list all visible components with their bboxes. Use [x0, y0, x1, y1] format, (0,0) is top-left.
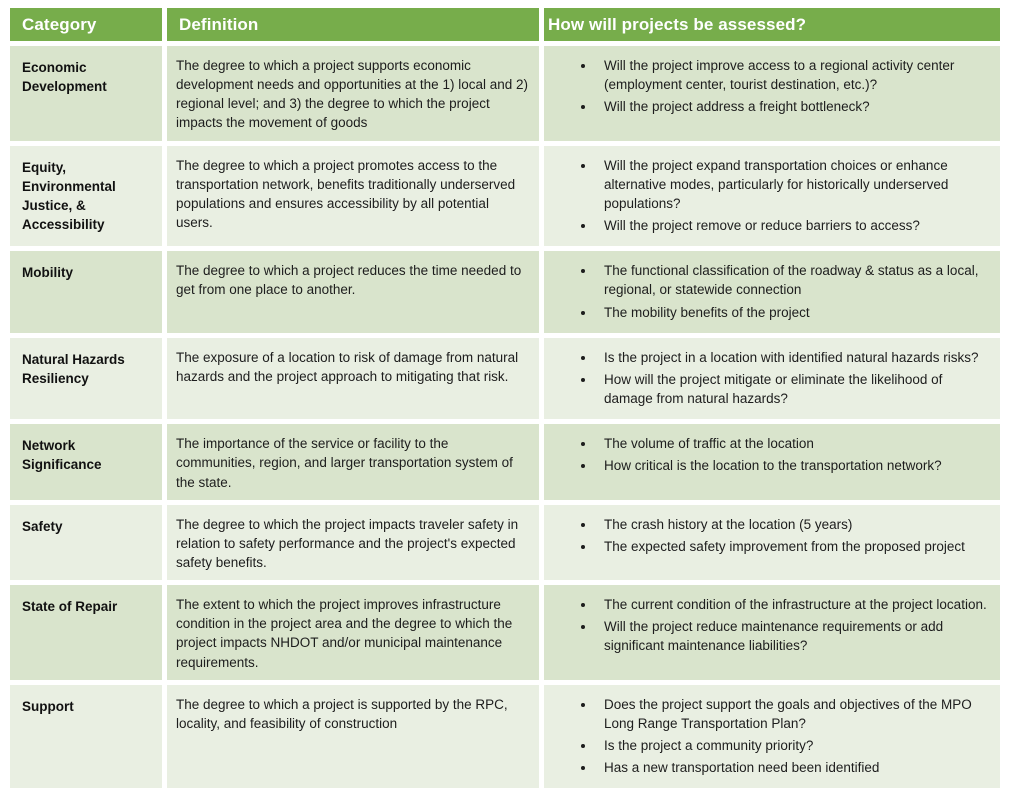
assessment-criteria-table: Category Definition How will projects be…	[10, 8, 1000, 788]
assessment-cell: The volume of traffic at the location Ho…	[544, 424, 1000, 500]
assessment-bullet-list: The crash history at the location (5 yea…	[544, 515, 988, 556]
category-cell: Natural Hazards Resiliency	[10, 337, 162, 420]
table-header-row: Category Definition How will projects be…	[10, 8, 1000, 41]
category-cell: Support	[10, 684, 162, 788]
assessment-bullet-list: The functional classification of the roa…	[544, 261, 988, 321]
assessment-cell: The crash history at the location (5 yea…	[544, 504, 1000, 581]
table-row: State of Repair The extent to which the …	[10, 585, 1000, 680]
assessment-bullet: Will the project remove or reduce barrie…	[596, 216, 988, 235]
assessment-bullet: The current condition of the infrastruct…	[596, 595, 988, 614]
definition-cell: The degree to which the project impacts …	[167, 504, 539, 581]
definition-cell: The degree to which a project reduces th…	[167, 251, 539, 333]
assessment-cell: Does the project support the goals and o…	[544, 684, 1000, 788]
definition-cell: The degree to which a project promotes a…	[167, 145, 539, 247]
header-assessment: How will projects be assessed?	[544, 8, 1000, 41]
assessment-bullet: The mobility benefits of the project	[596, 303, 988, 322]
table-row: Safety The degree to which the project i…	[10, 504, 1000, 581]
assessment-bullet: Will the project improve access to a reg…	[596, 56, 988, 94]
assessment-bullet: The crash history at the location (5 yea…	[596, 515, 988, 534]
assessment-bullet-list: The volume of traffic at the location Ho…	[544, 434, 988, 475]
assessment-bullet: How critical is the location to the tran…	[596, 456, 988, 475]
category-cell: State of Repair	[10, 585, 162, 680]
assessment-bullet: The volume of traffic at the location	[596, 434, 988, 453]
definition-cell: The exposure of a location to risk of da…	[167, 337, 539, 420]
assessment-bullet-list: Will the project improve access to a reg…	[544, 56, 988, 116]
table-row: Natural Hazards Resiliency The exposure …	[10, 337, 1000, 420]
category-cell: Network Significance	[10, 424, 162, 500]
header-category: Category	[10, 8, 162, 41]
assessment-bullet: Will the project address a freight bottl…	[596, 97, 988, 116]
assessment-bullet: Is the project in a location with identi…	[596, 348, 988, 367]
assessment-bullet-list: The current condition of the infrastruct…	[544, 595, 988, 655]
category-cell: Economic Development	[10, 46, 162, 141]
category-cell: Equity, Environmental Justice, & Accessi…	[10, 145, 162, 247]
assessment-bullet: Does the project support the goals and o…	[596, 695, 988, 733]
assessment-bullet: Will the project reduce maintenance requ…	[596, 617, 988, 655]
definition-cell: The degree to which a project supports e…	[167, 46, 539, 141]
definition-cell: The importance of the service or facilit…	[167, 424, 539, 500]
assessment-bullet-list: Will the project expand transportation c…	[544, 156, 988, 236]
assessment-bullet: Will the project expand transportation c…	[596, 156, 988, 213]
assessment-bullet: The functional classification of the roa…	[596, 261, 988, 299]
assessment-bullet: The expected safety improvement from the…	[596, 537, 988, 556]
assessment-cell: Will the project improve access to a reg…	[544, 46, 1000, 141]
assessment-cell: The current condition of the infrastruct…	[544, 585, 1000, 680]
assessment-cell: Will the project expand transportation c…	[544, 145, 1000, 247]
assessment-bullet: How will the project mitigate or elimina…	[596, 370, 988, 408]
assessment-bullet-list: Is the project in a location with identi…	[544, 348, 988, 408]
table-row: Equity, Environmental Justice, & Accessi…	[10, 145, 1000, 247]
header-definition: Definition	[167, 8, 539, 41]
table-row: Support The degree to which a project is…	[10, 684, 1000, 788]
definition-cell: The degree to which a project is support…	[167, 684, 539, 788]
category-cell: Safety	[10, 504, 162, 581]
assessment-bullet: Has a new transportation need been ident…	[596, 758, 988, 777]
assessment-cell: The functional classification of the roa…	[544, 251, 1000, 333]
table-row: Mobility The degree to which a project r…	[10, 251, 1000, 333]
assessment-cell: Is the project in a location with identi…	[544, 337, 1000, 420]
table-row: Network Significance The importance of t…	[10, 424, 1000, 500]
assessment-bullet: Is the project a community priority?	[596, 736, 988, 755]
category-cell: Mobility	[10, 251, 162, 333]
assessment-bullet-list: Does the project support the goals and o…	[544, 695, 988, 778]
table-row: Economic Development The degree to which…	[10, 46, 1000, 141]
definition-cell: The extent to which the project improves…	[167, 585, 539, 680]
